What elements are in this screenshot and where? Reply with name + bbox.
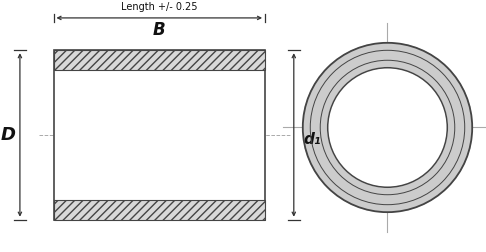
Text: D: D — [0, 126, 16, 144]
Text: B: B — [153, 21, 166, 39]
Bar — [53, 50, 265, 220]
Circle shape — [328, 68, 447, 187]
Circle shape — [303, 43, 472, 212]
Text: Length +/- 0.25: Length +/- 0.25 — [121, 2, 197, 12]
Bar — [53, 50, 265, 70]
Bar — [53, 200, 265, 220]
Text: d₁: d₁ — [304, 132, 321, 147]
